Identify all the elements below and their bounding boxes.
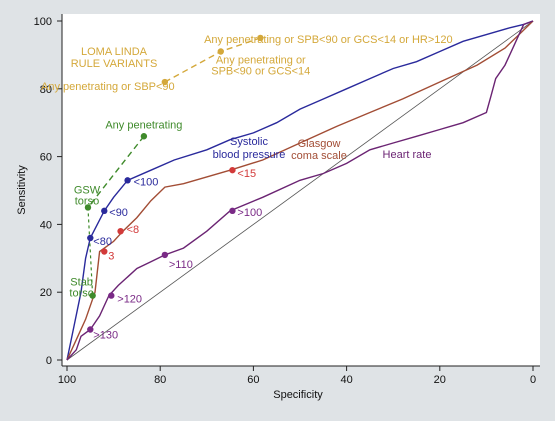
x-tick-label: 80 — [154, 374, 166, 386]
x-tick-label: 20 — [434, 374, 446, 386]
gsw-torso-label: GSW — [74, 184, 101, 196]
roc-point-label: >130 — [93, 329, 118, 341]
roc-point — [117, 227, 124, 235]
rule-variant-label-sbp-gcs-hr: Any penetrating or SPB<90 or GCS<14 or H… — [204, 34, 453, 46]
roc-point — [101, 248, 108, 255]
penetrating-dash-line — [87, 135, 145, 208]
roc-point — [124, 177, 131, 184]
stab-torso-label: Stab — [70, 277, 93, 289]
penetrating-point — [84, 204, 92, 211]
gcs-roc-line — [66, 20, 534, 361]
gcs-series-label: Glasgow — [298, 138, 341, 150]
roc-point — [87, 234, 94, 242]
roc-point — [87, 326, 94, 333]
roc-point-label: <90 — [109, 207, 128, 219]
roc-point-label: <80 — [93, 236, 112, 248]
penetrating-dash-line — [87, 207, 94, 296]
sbp-series-label: blood pressure — [213, 149, 286, 161]
x-tick-label: 60 — [247, 374, 259, 386]
roc-point — [161, 251, 169, 259]
roc-point-label: 3 — [108, 251, 114, 263]
stab-torso-label: torso — [69, 288, 93, 300]
roc-point — [108, 292, 115, 299]
any-penetrating-label: Any penetrating — [105, 119, 182, 131]
rule-variants-heading: LOMA LINDA — [81, 46, 148, 58]
roc-point-label: >110 — [169, 259, 193, 271]
rule-variants-heading: RULE VARIANTS — [71, 58, 158, 70]
rule-variant-label-sbp-gcs: Any penetrating or — [216, 55, 306, 67]
x-tick-label: 40 — [340, 374, 352, 386]
y-tick-label: 80 — [40, 84, 52, 96]
roc-point-label: >100 — [237, 207, 262, 219]
rule-variant-label-sbp-gcs: SPB<90 or GCS<14 — [211, 66, 310, 78]
roc-point — [101, 207, 108, 215]
gcs-series-label: coma scale — [291, 150, 347, 162]
y-tick-label: 40 — [40, 219, 52, 231]
y-tick-label: 0 — [46, 355, 52, 367]
x-tick-label: 0 — [530, 374, 536, 386]
rule-variant-label-sbp: Any penetrating or SBP<90 — [41, 81, 175, 93]
x-axis-label: Specificity — [273, 389, 323, 401]
y-tick-label: 100 — [34, 16, 52, 28]
y-tick-label: 20 — [40, 287, 52, 299]
sbp-series-label: Systolic — [230, 136, 268, 148]
penetrating-point — [140, 133, 148, 140]
roc-point-label: >120 — [117, 294, 142, 306]
roc-point-label: <8 — [127, 224, 140, 236]
rule-variant-point — [217, 48, 224, 55]
rule-variant-point — [161, 78, 169, 86]
penetrating-point — [89, 292, 96, 299]
roc-point — [229, 166, 236, 174]
gsw-torso-label: torso — [75, 195, 99, 207]
y-tick-label: 60 — [40, 152, 52, 164]
roc-point-label: <100 — [134, 176, 159, 188]
heart-rate-series-label: Heart rate — [383, 149, 432, 161]
reference-diagonal — [66, 20, 534, 361]
x-tick-label: 100 — [58, 374, 76, 386]
sbp-roc-line — [66, 20, 534, 361]
rule-variant-point — [257, 34, 264, 42]
roc-point — [229, 207, 236, 215]
y-axis-label: Sensitivity — [16, 165, 28, 215]
roc-point-label: <15 — [237, 168, 256, 180]
